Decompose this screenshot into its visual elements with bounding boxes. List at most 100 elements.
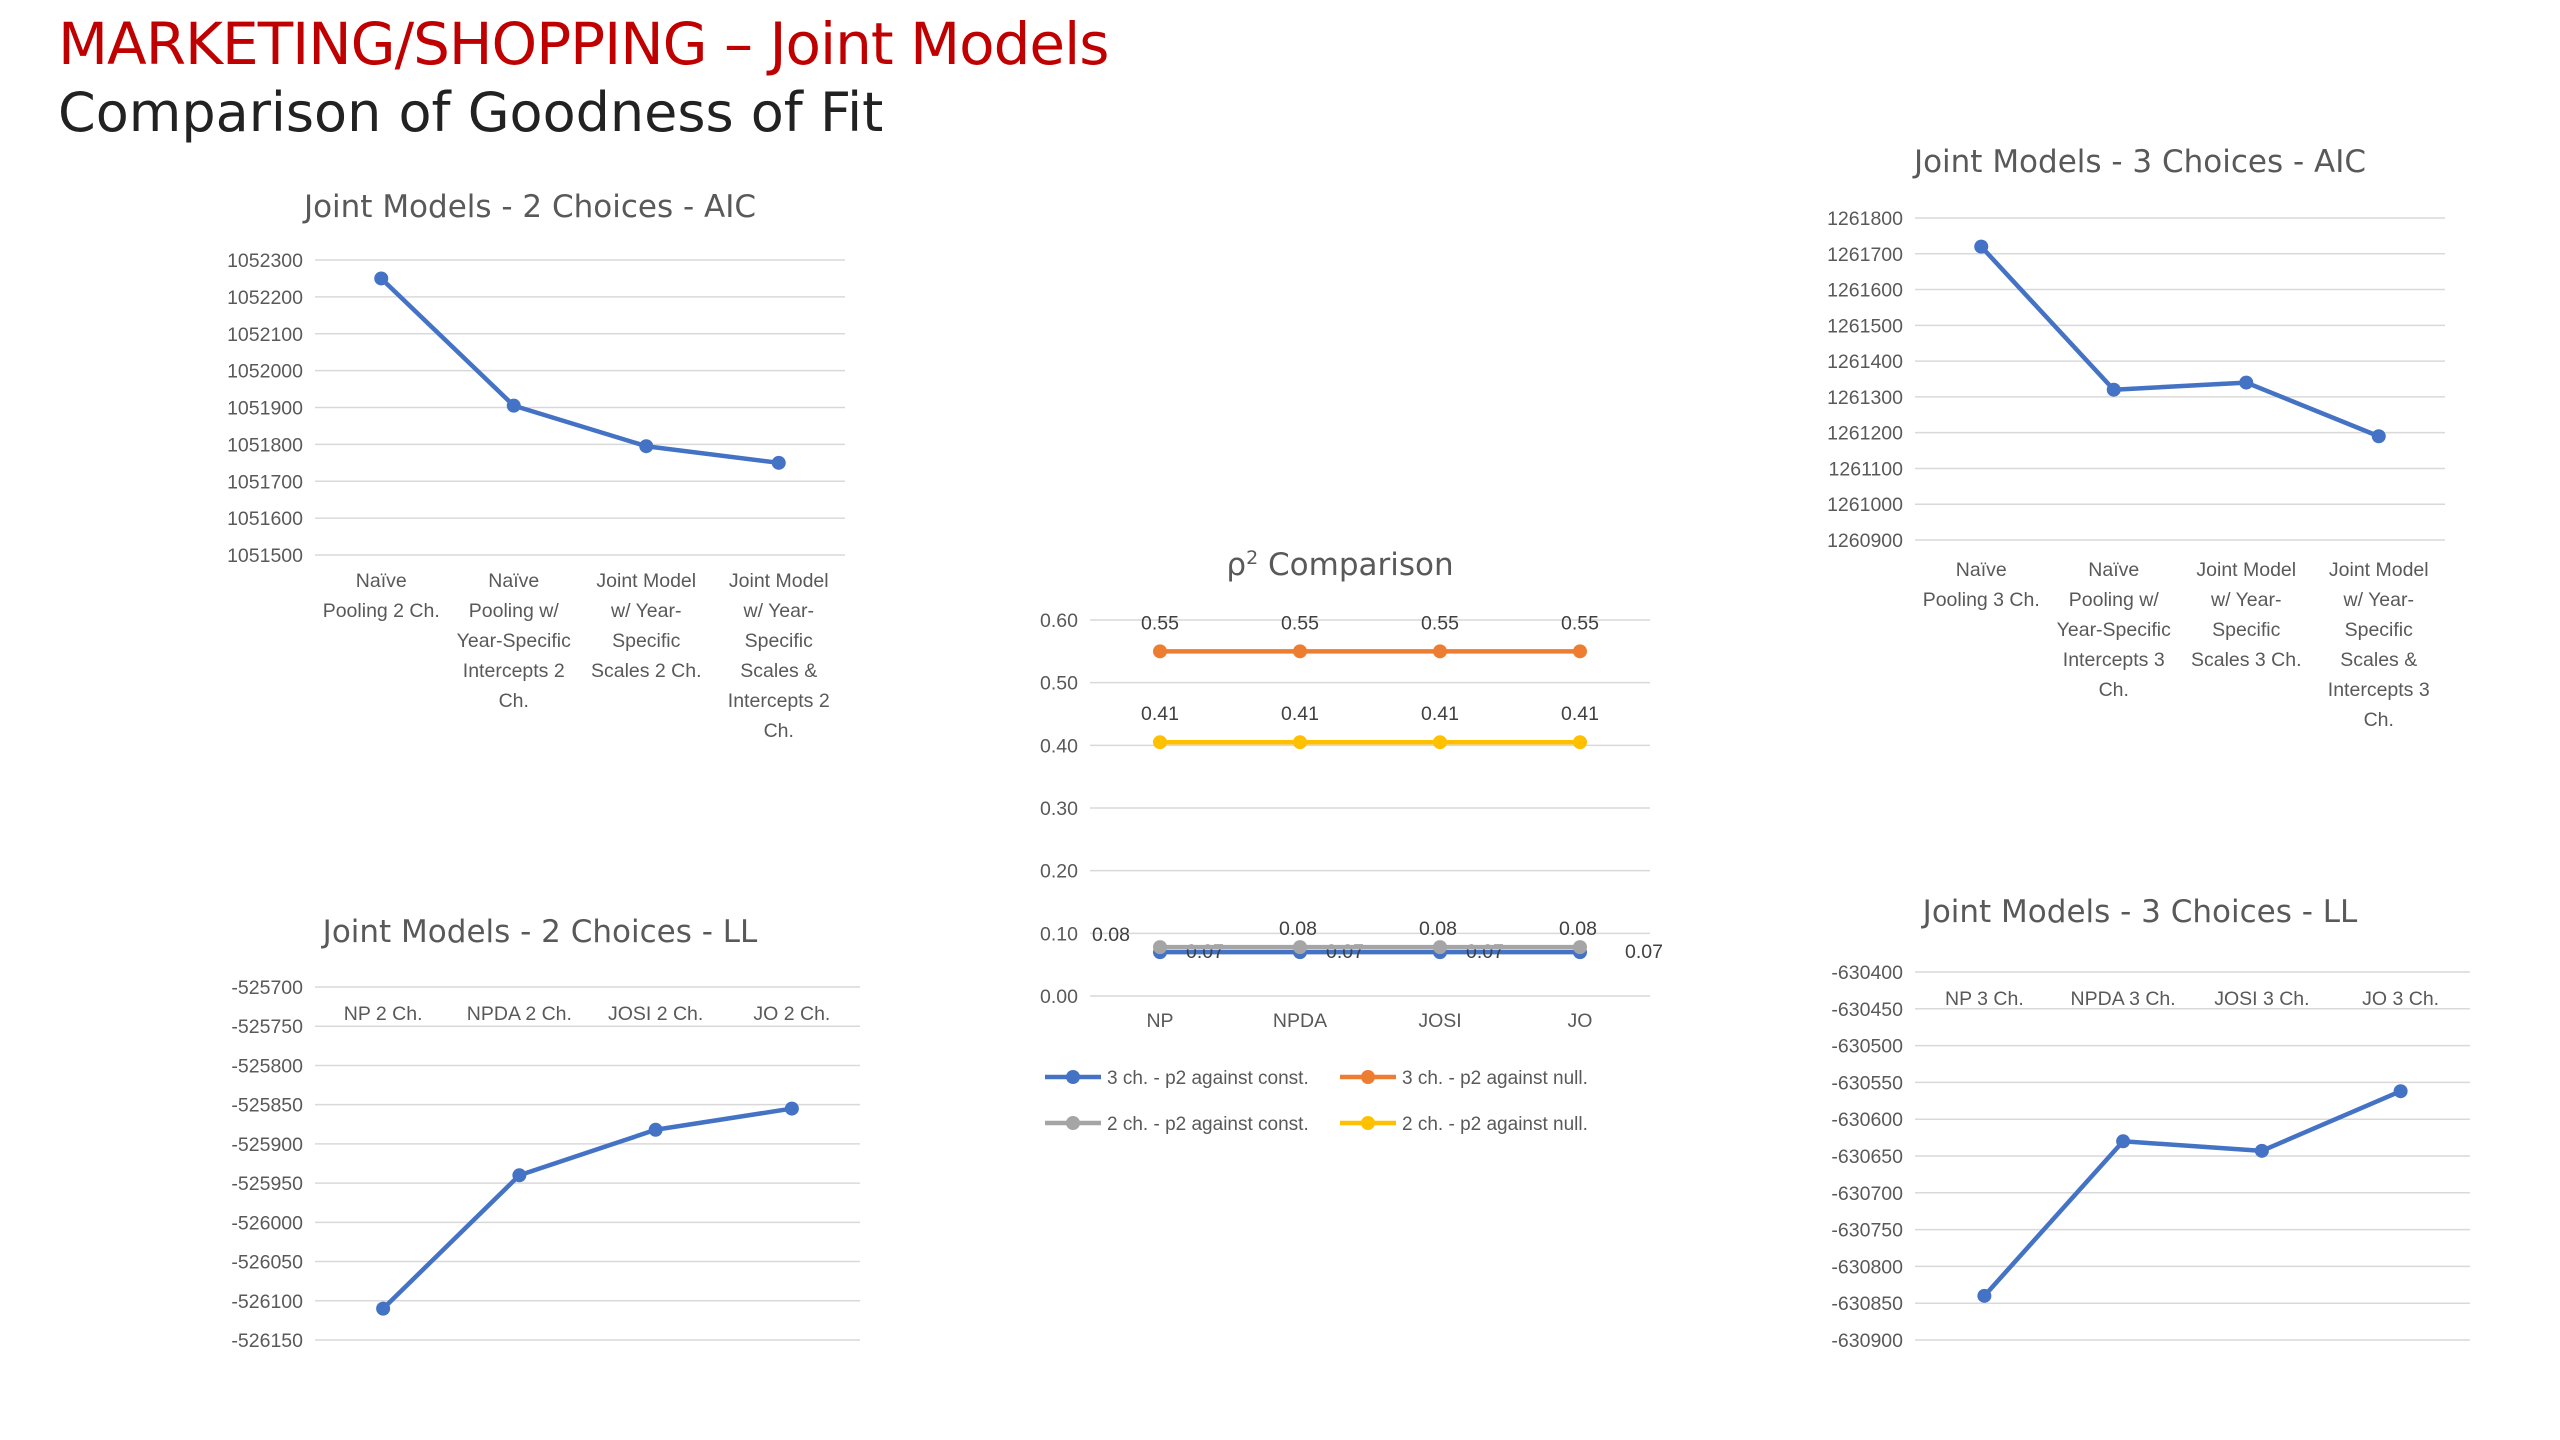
- y-tick-label: 1261400: [1827, 351, 1903, 373]
- data-label: 0.41: [1561, 703, 1599, 725]
- y-tick-label: 1051700: [227, 471, 303, 493]
- y-tick-label: -526050: [231, 1252, 303, 1274]
- series-line: [381, 1106, 793, 1311]
- y-tick-label: 0.30: [1040, 798, 1078, 820]
- series-line: [1982, 1089, 2402, 1298]
- data-label: 0.08: [1419, 918, 1457, 940]
- y-tick-label: -630450: [1831, 999, 1903, 1021]
- data-point: [1433, 644, 1447, 659]
- y-tick-label: 1261800: [1827, 208, 1903, 230]
- chart-title: ρ2 Comparison: [1226, 547, 1453, 583]
- data-point: [506, 398, 521, 413]
- y-tick-label: -630800: [1831, 1256, 1903, 1278]
- legend-label: 3 ch. - p2 against const.: [1107, 1068, 1309, 1089]
- data-label: 0.41: [1141, 703, 1179, 725]
- data-point: [784, 1101, 799, 1116]
- y-tick-label: -525750: [231, 1016, 303, 1038]
- data-point: [1433, 735, 1447, 750]
- x-tick-label: JO 2 Ch.: [753, 1003, 830, 1025]
- data-point: [2116, 1134, 2131, 1149]
- x-tick-label: Naïve Pooling 2 Ch.: [323, 570, 440, 622]
- data-point: [1153, 940, 1167, 955]
- y-tick-label: 1051500: [227, 545, 303, 567]
- data-point: [1433, 940, 1447, 955]
- x-tick-label: JO 3 Ch.: [2362, 988, 2439, 1010]
- y-tick-label: 1261500: [1827, 315, 1903, 337]
- data-label: 0.07: [1186, 941, 1224, 963]
- legend-label: 2 ch. - p2 against null.: [1402, 1114, 1588, 1135]
- x-tick-label: NPDA: [1273, 1010, 1327, 1032]
- data-label: 0.41: [1421, 703, 1459, 725]
- x-tick-label: NP: [1146, 1010, 1173, 1032]
- data-point: [1153, 735, 1167, 750]
- y-tick-label: -525900: [231, 1134, 303, 1156]
- y-tick-label: -526150: [231, 1330, 303, 1352]
- x-tick-label: NPDA 2 Ch.: [467, 1003, 572, 1025]
- y-tick-label: -526000: [231, 1212, 303, 1234]
- y-tick-label: 0.40: [1040, 735, 1078, 757]
- y-tick-label: 1261100: [1829, 458, 1904, 480]
- y-tick-label: 0.50: [1040, 673, 1078, 695]
- y-tick-label: -630400: [1831, 962, 1903, 984]
- x-tick-label: Joint Model w/ Year-Specific Scales 3 Ch.: [2191, 559, 2302, 671]
- y-tick-label: -630550: [1831, 1072, 1903, 1094]
- chart-ll-2-choices: Joint Models - 2 Choices - LL -526150 -526…: [231, 914, 860, 1352]
- data-label: 0.07: [1326, 941, 1364, 963]
- y-tick-label: -525950: [231, 1173, 303, 1195]
- y-tick-label: -630500: [1831, 1036, 1903, 1058]
- legend-swatch-marker: [1361, 1116, 1375, 1130]
- y-tick-label: 1051900: [227, 398, 303, 420]
- slide-subtitle: Comparison of Goodness of Fit: [58, 81, 884, 144]
- x-tick-label: JOSI: [1418, 1010, 1461, 1032]
- data-point: [2239, 375, 2254, 390]
- y-tick-label: 1261600: [1827, 280, 1903, 302]
- x-tick-label: Naïve Pooling w/Year-Specific Intercepts 3…: [2057, 559, 2171, 701]
- x-tick-label: JOSI 2 Ch.: [608, 1003, 703, 1025]
- slide-title: MARKETING/SHOPPING – Joint Models: [58, 10, 1109, 78]
- x-tick-label: Naïve Pooling 3 Ch.: [1923, 559, 2040, 611]
- y-tick-label: -525800: [231, 1055, 303, 1077]
- data-label: 0.41: [1281, 703, 1319, 725]
- chart-title: Joint Models - 3 Choices - LL: [1921, 894, 2358, 930]
- x-tick-label: Joint Model w/ Year-Specific Scales & Inter…: [2328, 559, 2430, 731]
- legend-swatch-marker: [1066, 1070, 1080, 1084]
- y-tick-label: -630900: [1831, 1330, 1903, 1352]
- y-tick-label: -630650: [1831, 1146, 1903, 1168]
- data-point: [648, 1122, 663, 1137]
- y-tick-label: 1051800: [227, 434, 303, 456]
- y-tick-label: 1261700: [1827, 244, 1903, 266]
- data-point: [2254, 1143, 2269, 1158]
- data-point: [639, 439, 654, 454]
- data-point: [2393, 1084, 2408, 1099]
- y-tick-label: -525850: [231, 1095, 303, 1117]
- data-label: 0.55: [1421, 612, 1459, 634]
- legend-label: 2 ch. - p2 against const.: [1107, 1114, 1309, 1135]
- x-tick-label: JO: [1568, 1010, 1593, 1032]
- y-tick-label: 0.00: [1040, 986, 1078, 1008]
- y-tick-label: 1052100: [227, 324, 303, 346]
- x-tick-label: NP 2 Ch.: [344, 1003, 423, 1025]
- data-label: 0.08: [1092, 924, 1130, 946]
- data-point: [2106, 382, 2121, 397]
- data-label: 0.08: [1559, 918, 1597, 940]
- data-point: [1293, 940, 1307, 955]
- x-tick-label: Joint Model w/ Year-Specific Scales 2 Ch.: [591, 570, 702, 682]
- x-tick-label: NP 3 Ch.: [1945, 988, 2024, 1010]
- x-tick-label: Joint Model w/ Year-Specific Scales & Inter…: [728, 570, 830, 742]
- data-point: [1573, 644, 1587, 659]
- series-line: [379, 276, 780, 466]
- data-point: [374, 271, 389, 286]
- data-point: [1573, 940, 1587, 955]
- data-point: [2371, 429, 2386, 444]
- chart-rho-squared-comparison: ρ2 Comparison 0.00 0.10 0.20 0.30 0.40 0.50 0.6…: [1040, 547, 1663, 1135]
- y-tick-label: 0.10: [1040, 923, 1078, 945]
- chart-aic-3-choices: Joint Models - 3 Choices - AIC 1260900 126…: [1827, 144, 2445, 731]
- x-tick-label: JOSI 3 Ch.: [2214, 988, 2309, 1010]
- chart-ll-3-choices: Joint Models - 3 Choices - LL -630900 -630…: [1831, 894, 2470, 1352]
- y-tick-label: 0.60: [1040, 610, 1078, 632]
- data-label: 0.55: [1281, 612, 1319, 634]
- legend-swatch-marker: [1361, 1070, 1375, 1084]
- data-point: [1293, 735, 1307, 750]
- legend-label: 3 ch. - p2 against null.: [1402, 1068, 1588, 1089]
- data-point: [376, 1301, 391, 1316]
